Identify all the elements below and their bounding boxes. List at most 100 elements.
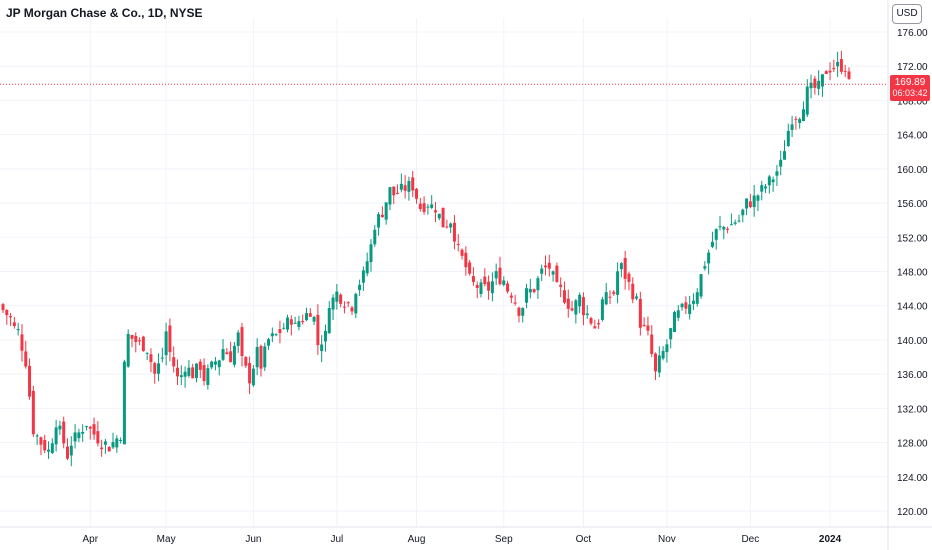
candle: [521, 307, 525, 323]
candle: [255, 338, 259, 376]
candle: [479, 278, 483, 298]
candle: [365, 252, 369, 277]
y-tick-label: 140.00: [897, 336, 928, 347]
candle: [551, 270, 555, 282]
candle: [688, 295, 692, 320]
candle: [369, 239, 373, 272]
x-tick-label: Sep: [495, 534, 513, 545]
candle: [126, 329, 130, 368]
y-tick-label: 128.00: [897, 439, 928, 450]
candle: [335, 283, 339, 310]
y-tick-label: 120.00: [897, 507, 928, 518]
candle: [509, 292, 513, 304]
candle: [297, 315, 301, 331]
y-tick-label: 136.00: [897, 370, 928, 381]
candle: [229, 341, 233, 363]
candle: [301, 314, 305, 325]
candle: [259, 344, 263, 377]
candle: [403, 175, 407, 199]
candle: [24, 340, 28, 369]
candle: [210, 360, 214, 370]
candle: [62, 416, 66, 449]
candle: [111, 432, 115, 450]
candle: [786, 123, 790, 147]
candle: [96, 421, 100, 447]
candle: [92, 417, 96, 440]
candle: [540, 264, 544, 282]
candle: [600, 296, 604, 322]
candle: [145, 352, 149, 361]
candle: [1, 302, 5, 313]
candle: [616, 262, 620, 304]
candle: [805, 79, 809, 117]
candle: [589, 316, 593, 326]
candle: [221, 339, 225, 361]
candle: [684, 296, 688, 315]
candle: [384, 202, 388, 225]
x-tick-label: Aug: [408, 534, 426, 545]
candle: [172, 346, 176, 373]
y-tick-label: 156.00: [897, 199, 928, 210]
candle: [157, 353, 161, 382]
candle: [695, 288, 699, 307]
currency-button[interactable]: USD: [892, 4, 922, 24]
candle: [494, 263, 498, 286]
y-tick-label: 152.00: [897, 233, 928, 244]
candle: [471, 267, 475, 286]
candle: [654, 352, 658, 381]
candle: [631, 277, 635, 304]
candle: [149, 348, 153, 373]
candle: [426, 203, 430, 215]
candle: [339, 293, 343, 308]
candle: [745, 198, 749, 216]
candle: [361, 266, 365, 291]
candle: [31, 385, 35, 437]
candle: [680, 302, 684, 311]
y-tick-label: 160.00: [897, 165, 928, 176]
candle: [293, 316, 297, 324]
candle-layer: [1, 50, 851, 467]
candle: [115, 435, 119, 453]
candle: [536, 276, 540, 299]
candle: [232, 342, 236, 368]
candle: [574, 298, 578, 324]
candle: [58, 420, 62, 435]
candle: [597, 319, 601, 329]
candle: [437, 213, 441, 221]
candle: [350, 305, 354, 316]
candle: [801, 101, 805, 122]
candle: [843, 64, 847, 78]
candle: [12, 316, 16, 329]
candle: [327, 301, 331, 334]
last-price-badge: 169.89 06:03:42: [890, 75, 930, 101]
candle: [726, 226, 730, 234]
candle: [107, 446, 111, 452]
candle: [760, 180, 764, 201]
candle: [468, 259, 472, 276]
candle: [604, 282, 608, 306]
candle: [206, 364, 210, 390]
candle: [380, 206, 384, 218]
candle: [672, 310, 676, 333]
candle: [691, 293, 695, 310]
candle: [847, 67, 851, 80]
candle: [5, 309, 9, 325]
x-tick-label: 2024: [819, 534, 842, 545]
x-tick-label: Jun: [245, 534, 261, 545]
chart-title: JP Morgan Chase & Co., 1D, NYSE: [6, 6, 203, 20]
candle: [267, 337, 271, 350]
candle: [809, 74, 813, 99]
candle: [756, 194, 760, 211]
y-tick-label: 132.00: [897, 404, 928, 415]
candle: [707, 249, 711, 275]
grid-layer: [0, 18, 888, 527]
candle: [130, 334, 134, 348]
candle: [168, 318, 172, 362]
candle: [191, 363, 195, 379]
candle: [813, 75, 817, 95]
y-tick-label: 124.00: [897, 473, 928, 484]
candle: [312, 315, 316, 326]
candle: [703, 261, 707, 271]
